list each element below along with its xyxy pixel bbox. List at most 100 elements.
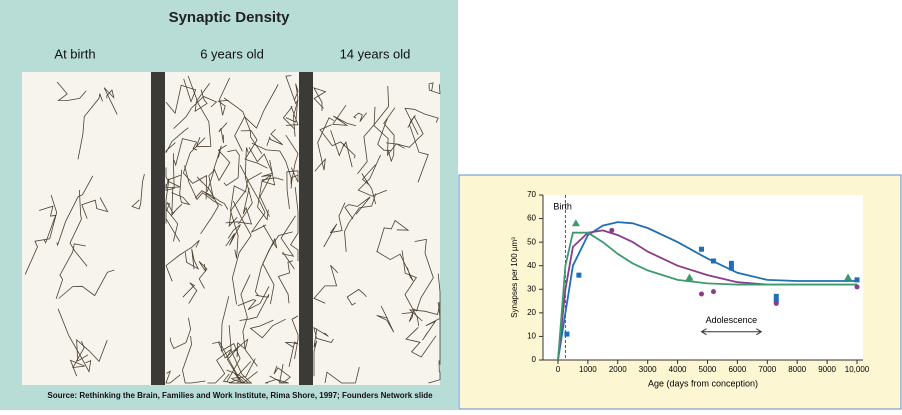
neurite <box>313 326 334 343</box>
divider <box>151 72 165 385</box>
neurite <box>56 81 87 102</box>
neurite <box>194 83 210 113</box>
point <box>699 246 705 252</box>
neurite <box>428 360 441 384</box>
neurite <box>344 193 377 252</box>
neurite <box>228 172 262 228</box>
neurite <box>77 93 103 160</box>
neurite <box>357 154 388 197</box>
neurite <box>225 187 253 225</box>
chart: 0 10 20 30 40 50 60 70 0 1000 2000 3000 4000 5000 6000… <box>510 190 870 388</box>
neurite <box>248 147 273 177</box>
neurite <box>240 274 258 367</box>
neurite <box>223 149 240 187</box>
neurite <box>233 338 249 358</box>
point <box>685 273 694 281</box>
neurite <box>285 83 299 123</box>
neurite <box>167 187 183 217</box>
neurite <box>220 296 241 383</box>
neurite <box>277 260 294 304</box>
column-label: 14 years old <box>340 46 411 61</box>
neurite <box>401 308 419 322</box>
neurite <box>285 134 299 185</box>
neurite <box>269 365 291 384</box>
point <box>609 227 615 233</box>
neurite <box>173 96 218 129</box>
neurite <box>313 265 339 304</box>
neurite <box>346 288 367 306</box>
neurite <box>414 238 434 312</box>
x-tick-label: 4000 <box>669 365 687 374</box>
neurite <box>131 174 145 210</box>
neurite <box>323 202 346 248</box>
neurite <box>251 142 293 189</box>
neurite <box>313 87 327 111</box>
point <box>728 260 734 266</box>
neurite <box>357 85 390 175</box>
neurite <box>76 338 108 363</box>
neurite <box>55 243 86 300</box>
neurite <box>171 169 191 206</box>
neurite <box>353 112 367 122</box>
neurite <box>239 294 270 321</box>
neurite <box>39 205 57 244</box>
neurite <box>165 240 200 282</box>
neurite <box>182 335 206 384</box>
neurite <box>225 224 241 247</box>
neurite <box>291 315 299 360</box>
birth-label: Birth <box>553 201 572 211</box>
point <box>564 331 570 337</box>
neurite <box>196 176 219 235</box>
neurite <box>165 78 197 115</box>
neurite <box>69 340 85 377</box>
point <box>854 277 860 283</box>
neurite <box>237 147 253 225</box>
x-tick-label: 2000 <box>609 365 627 374</box>
neurite <box>218 122 228 144</box>
y-tick-label: 30 <box>527 284 536 293</box>
y-axis-label: Synapses per 100 µm³ <box>510 237 519 318</box>
neurite <box>280 215 296 270</box>
point <box>773 293 779 299</box>
source-note: Source: Rethinking the Brain, Families a… <box>47 391 433 400</box>
point <box>710 289 716 295</box>
neurite <box>231 200 252 305</box>
neurite <box>212 341 243 384</box>
neurite <box>376 305 395 333</box>
neuron-drawing <box>24 75 441 384</box>
neurite <box>265 364 289 384</box>
x-tick-label: 8000 <box>788 365 806 374</box>
neurite <box>56 175 94 247</box>
adolescence-label: Adolescence <box>706 315 758 325</box>
neurite <box>204 145 222 200</box>
neurite <box>361 164 376 205</box>
neurite <box>57 308 92 373</box>
x-tick-label: 9000 <box>818 365 836 374</box>
panel-title: Synaptic Density <box>169 9 291 26</box>
neurite <box>262 224 278 305</box>
neurite <box>165 153 175 191</box>
y-tick-label: 0 <box>532 355 537 364</box>
point <box>699 291 705 297</box>
neurite <box>344 196 371 220</box>
point <box>571 219 580 227</box>
point <box>728 265 734 271</box>
neurite <box>285 75 299 137</box>
point <box>710 258 716 264</box>
adolescence-arrow <box>700 328 763 336</box>
neurite <box>422 302 441 341</box>
y-tick-label: 20 <box>527 308 536 317</box>
neurite <box>376 219 410 253</box>
x-tick-label: 6000 <box>728 365 746 374</box>
neurite <box>408 302 441 322</box>
x-tick-label: 1000 <box>579 365 597 374</box>
neuron-image <box>22 72 440 385</box>
neurite <box>282 105 299 130</box>
neurite <box>165 174 182 242</box>
neurite <box>234 84 279 152</box>
neurite <box>373 106 405 157</box>
neurite <box>69 189 88 267</box>
x-tick-label: 5000 <box>699 365 717 374</box>
neurite <box>198 261 208 289</box>
